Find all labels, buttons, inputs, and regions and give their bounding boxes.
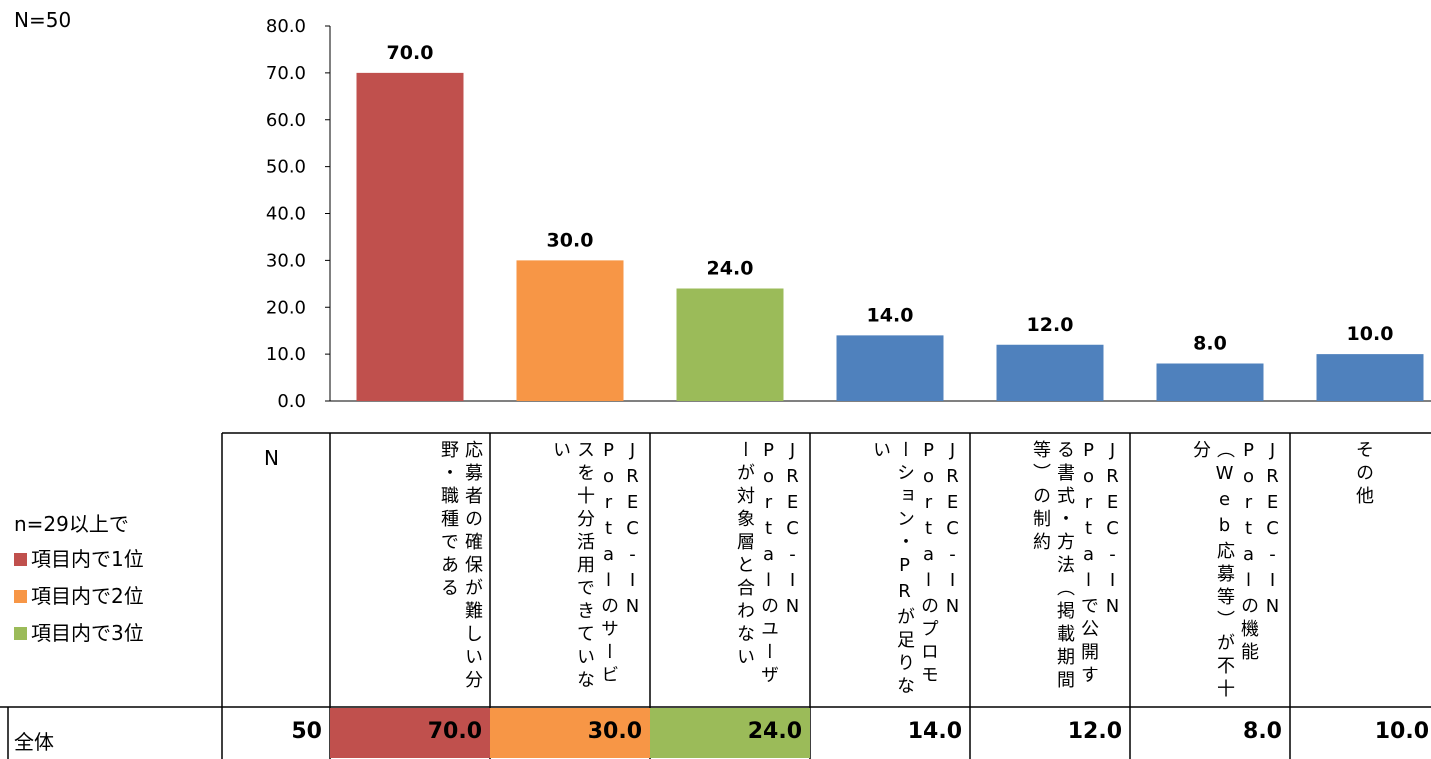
bar: [996, 344, 1104, 401]
header-text-col-7: その他: [1353, 440, 1374, 509]
table-header-n: N: [264, 446, 279, 470]
legend-label-rank2: 項目内で2位: [31, 584, 144, 608]
bar: [836, 335, 944, 401]
table-header-col-6: JREC-IN Portalの機能（Web応募等）が不十分: [1130, 434, 1290, 706]
total-value-col-6: 8.0: [1243, 719, 1282, 744]
table-header-col-3: JREC-IN Portalのユーザーが対象層と合わない: [650, 434, 810, 706]
y-tick-label: 50.0: [266, 157, 306, 178]
total-value-col-4: 14.0: [907, 719, 962, 744]
y-tick-label: 0.0: [277, 391, 306, 412]
legend-label-rank1: 項目内で1位: [31, 547, 144, 571]
header-text-col-6: JREC-IN Portalの機能（Web応募等）が不十分: [1190, 440, 1283, 702]
y-tick-label: 40.0: [266, 204, 306, 225]
header-text-col-1: 応募者の確保が難しい分野・職種である: [438, 440, 483, 693]
row-label-total: 全体: [14, 730, 54, 754]
y-tick-label: 80.0: [266, 16, 306, 37]
table-header-col-7: その他: [1290, 434, 1431, 706]
header-text-col-3: JREC-IN Portalのユーザーが対象層と合わない: [734, 440, 803, 688]
data-label: 8.0: [1193, 333, 1227, 355]
table-header-col-1: 応募者の確保が難しい分野・職種である: [330, 434, 490, 706]
total-value-col-2: 30.0: [490, 708, 650, 758]
bar: [516, 260, 624, 401]
legend-item-rank1: 項目内で1位: [14, 543, 144, 572]
data-label: 30.0: [547, 229, 594, 251]
total-value-col-3: 24.0: [650, 708, 810, 758]
table-header-col-2: JREC-IN Portalのサービスを十分活用できていない: [490, 434, 650, 706]
data-label: 14.0: [867, 304, 914, 326]
legend-title: n=29以上で: [14, 512, 129, 536]
legend-swatch-rank2: [14, 590, 27, 603]
total-value-col-7: 10.0: [1374, 719, 1429, 744]
legend-item-rank2: 項目内で2位: [14, 580, 144, 609]
total-value-col-5: 12.0: [1067, 719, 1122, 744]
legend-item-rank3: 項目内で3位: [14, 617, 144, 646]
header-text-col-4: JREC-IN Portalのプロモーション・PRが足りない: [870, 440, 963, 699]
legend-swatch-rank3: [14, 627, 27, 640]
data-label: 24.0: [707, 258, 754, 280]
data-label: 70.0: [387, 42, 434, 64]
data-label: 10.0: [1347, 323, 1394, 345]
total-n-cell: 50: [291, 719, 322, 744]
bar: [1316, 354, 1424, 401]
table-grid: [0, 432, 1431, 759]
data-labels: 70.0 30.0 24.0 14.0 12.0 8.0 10.0: [387, 42, 1394, 355]
header-text-col-5: JREC-IN Portalで公開する書式・方法（掲載期間等）の制約: [1030, 440, 1123, 693]
y-tick-label: 30.0: [266, 250, 306, 271]
bar: [676, 288, 784, 401]
table-header-col-4: JREC-IN Portalのプロモーション・PRが足りない: [810, 434, 970, 706]
legend-label-rank3: 項目内で3位: [31, 621, 144, 645]
bar: [1156, 363, 1264, 401]
header-text-col-2: JREC-IN Portalのサービスを十分活用できていない: [550, 440, 643, 693]
y-tick-label: 20.0: [266, 297, 306, 318]
y-tick-label: 60.0: [266, 110, 306, 131]
sample-size-label: N=50: [14, 8, 72, 32]
y-tick-label: 10.0: [266, 344, 306, 365]
table-header-col-5: JREC-IN Portalで公開する書式・方法（掲載期間等）の制約: [970, 434, 1130, 706]
data-label: 12.0: [1027, 314, 1074, 336]
bars: [356, 72, 1424, 401]
y-tick-label: 70.0: [266, 63, 306, 84]
legend-swatch-rank1: [14, 553, 27, 566]
bar: [356, 72, 464, 401]
total-value-col-1: 70.0: [330, 708, 490, 758]
